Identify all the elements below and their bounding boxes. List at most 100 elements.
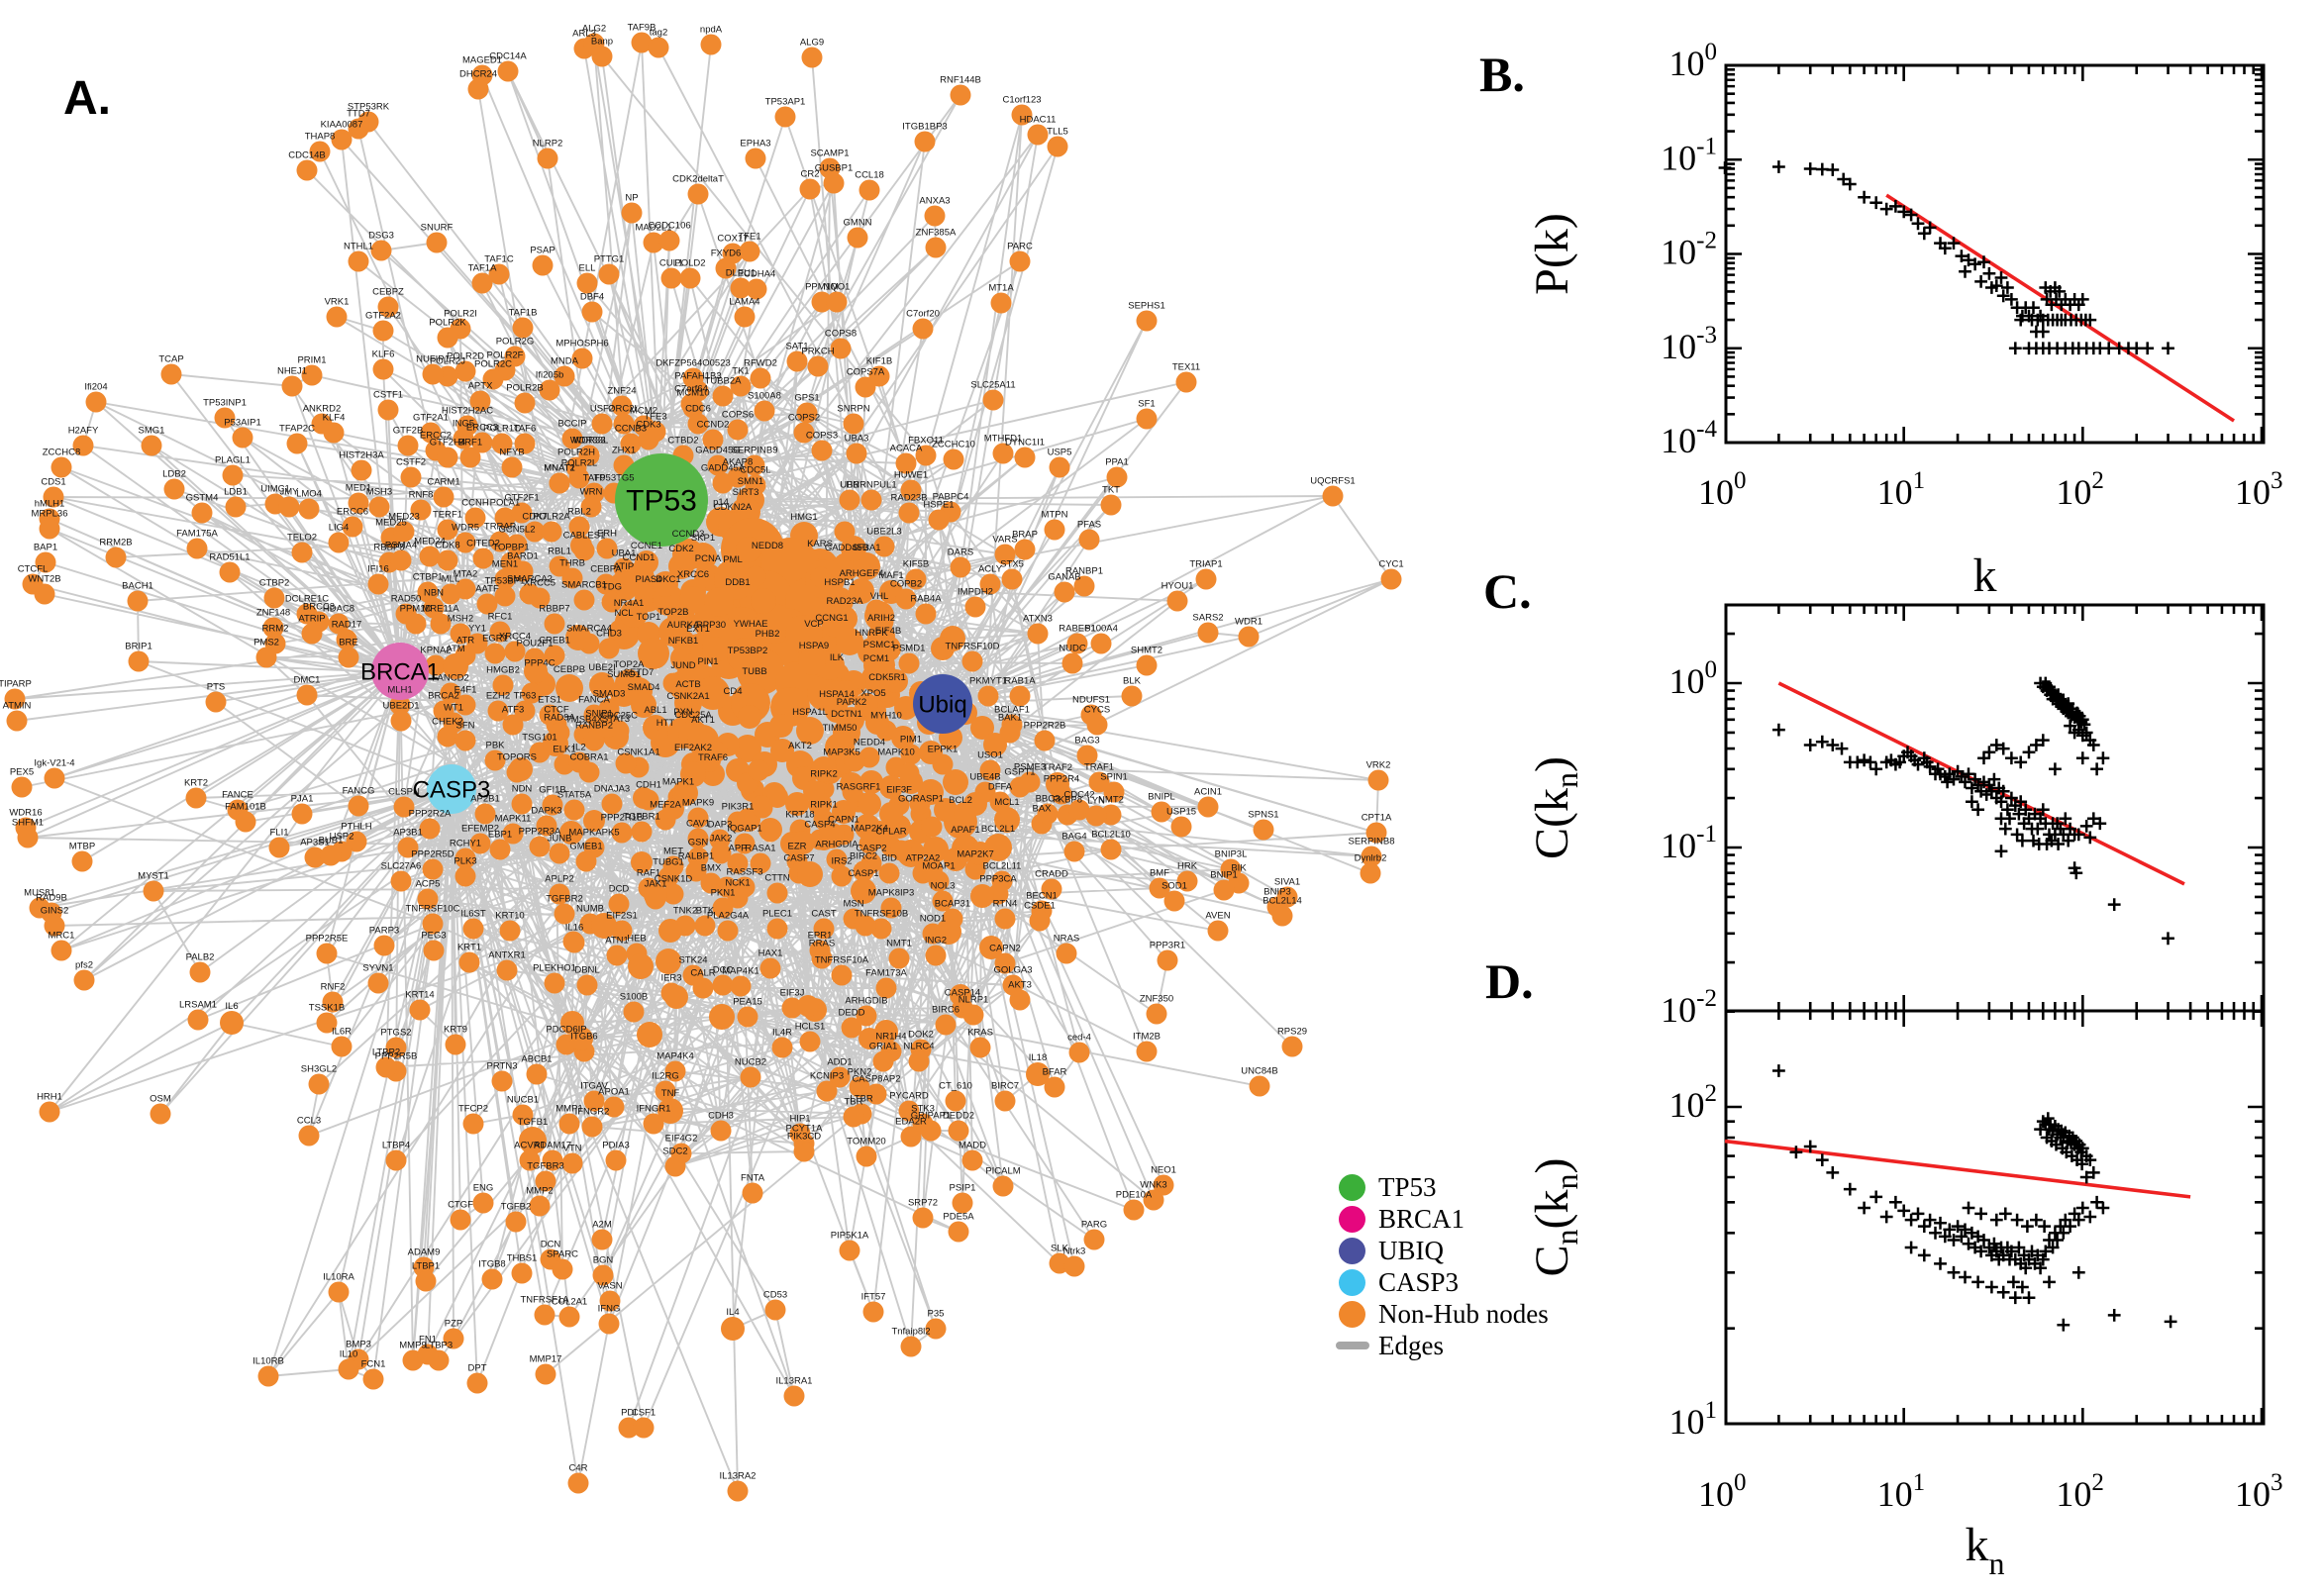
network-node: [409, 999, 431, 1021]
network-node: [831, 964, 853, 986]
network-node: [466, 1372, 488, 1394]
network-node: [915, 445, 937, 466]
network-node: [727, 419, 749, 441]
network-node: [704, 587, 734, 617]
x-axis-label: kn: [1966, 1519, 2005, 1581]
tick-label: 102: [1669, 1080, 1718, 1125]
y-axis-label: C(kn): [1526, 756, 1584, 859]
network-node: [542, 794, 563, 816]
network-node: [1061, 652, 1083, 674]
network-node: [898, 502, 920, 524]
network-node: [739, 241, 760, 262]
network-node: [855, 376, 876, 398]
network-node: [700, 34, 722, 55]
network-node: [558, 1113, 580, 1135]
network-node: [417, 1344, 439, 1365]
network-node: [811, 948, 833, 969]
network-node: [225, 496, 247, 518]
network-node: [433, 486, 454, 508]
tick-label: 10-1: [1661, 821, 1717, 865]
network-node: [943, 449, 964, 470]
network-node: [1136, 408, 1158, 430]
network-node: [1066, 633, 1088, 654]
network-node: [696, 676, 730, 710]
network-node: [205, 691, 227, 713]
tick-label: 10-3: [1661, 322, 1717, 366]
network-node: [631, 821, 653, 843]
network-node: [592, 1264, 614, 1286]
network-node: [781, 997, 803, 1019]
network-node: [1136, 310, 1158, 332]
network-node: [578, 445, 600, 466]
network-node: [348, 250, 369, 272]
network-node: [655, 1080, 676, 1102]
network-node: [1047, 136, 1068, 157]
network-node: [702, 429, 724, 450]
network-node: [950, 84, 971, 106]
panel-c-label: C.: [1483, 563, 1532, 619]
network-node: [127, 590, 149, 612]
network-node: [1027, 623, 1049, 645]
network-node: [766, 918, 788, 940]
network-node: [813, 918, 835, 940]
network-node: [389, 694, 411, 716]
network-node: [961, 650, 983, 672]
legend-item-non-hub-nodes: Non-Hub nodes: [1339, 1299, 1549, 1329]
network-node: [328, 613, 350, 635]
network-node: [301, 364, 323, 386]
network-node: [737, 1006, 758, 1028]
network-node: [727, 852, 749, 874]
network-node: [346, 831, 367, 852]
network-node: [420, 422, 442, 444]
network-node: [415, 1270, 437, 1292]
network-node: [450, 623, 471, 645]
network-node: [187, 1009, 209, 1031]
network-node: [583, 33, 605, 54]
network-node: [385, 1149, 407, 1171]
network-node: [474, 803, 496, 825]
network-node: [764, 1299, 786, 1321]
legend-circle-swatch: [1339, 1205, 1365, 1233]
network-node: [1068, 1042, 1090, 1063]
network-node: [846, 443, 867, 464]
network-node: [727, 638, 762, 673]
network-node: [440, 682, 461, 704]
network-node: [925, 945, 947, 966]
network-node: [549, 843, 570, 864]
network-node: [326, 306, 348, 328]
network-node: [841, 1017, 862, 1039]
network-node: [1121, 685, 1143, 707]
legend-circle-swatch: [1339, 1268, 1365, 1296]
network-node: [541, 521, 562, 543]
network-node: [687, 807, 709, 829]
network-node: [945, 1090, 966, 1112]
network-node: [606, 945, 628, 966]
network-node: [512, 560, 534, 582]
network-node: [232, 427, 253, 449]
network-node: [865, 1083, 887, 1105]
network-node: [712, 472, 734, 494]
network-node: [423, 940, 445, 961]
network-node: [667, 604, 695, 632]
network-node: [362, 1368, 384, 1390]
network-node: [375, 1056, 397, 1078]
network-node: [443, 1328, 464, 1349]
network-node: [1149, 877, 1170, 899]
network-node: [979, 759, 1001, 781]
network-node: [786, 350, 808, 372]
network-node: [544, 645, 565, 666]
network-node: [11, 776, 33, 798]
network-node: [717, 920, 739, 942]
network-node: [561, 428, 583, 449]
network-node: [372, 358, 394, 380]
network-node: [348, 492, 369, 514]
tick-label: 100: [1669, 656, 1718, 701]
network-node: [576, 974, 598, 996]
network-node: [1009, 989, 1031, 1011]
network-node: [1001, 568, 1023, 590]
network-node: [948, 1120, 969, 1142]
network-node: [484, 749, 506, 771]
network-node: [1009, 250, 1031, 272]
tick-label: 10-1: [1661, 133, 1717, 177]
network-node: [1009, 776, 1031, 798]
